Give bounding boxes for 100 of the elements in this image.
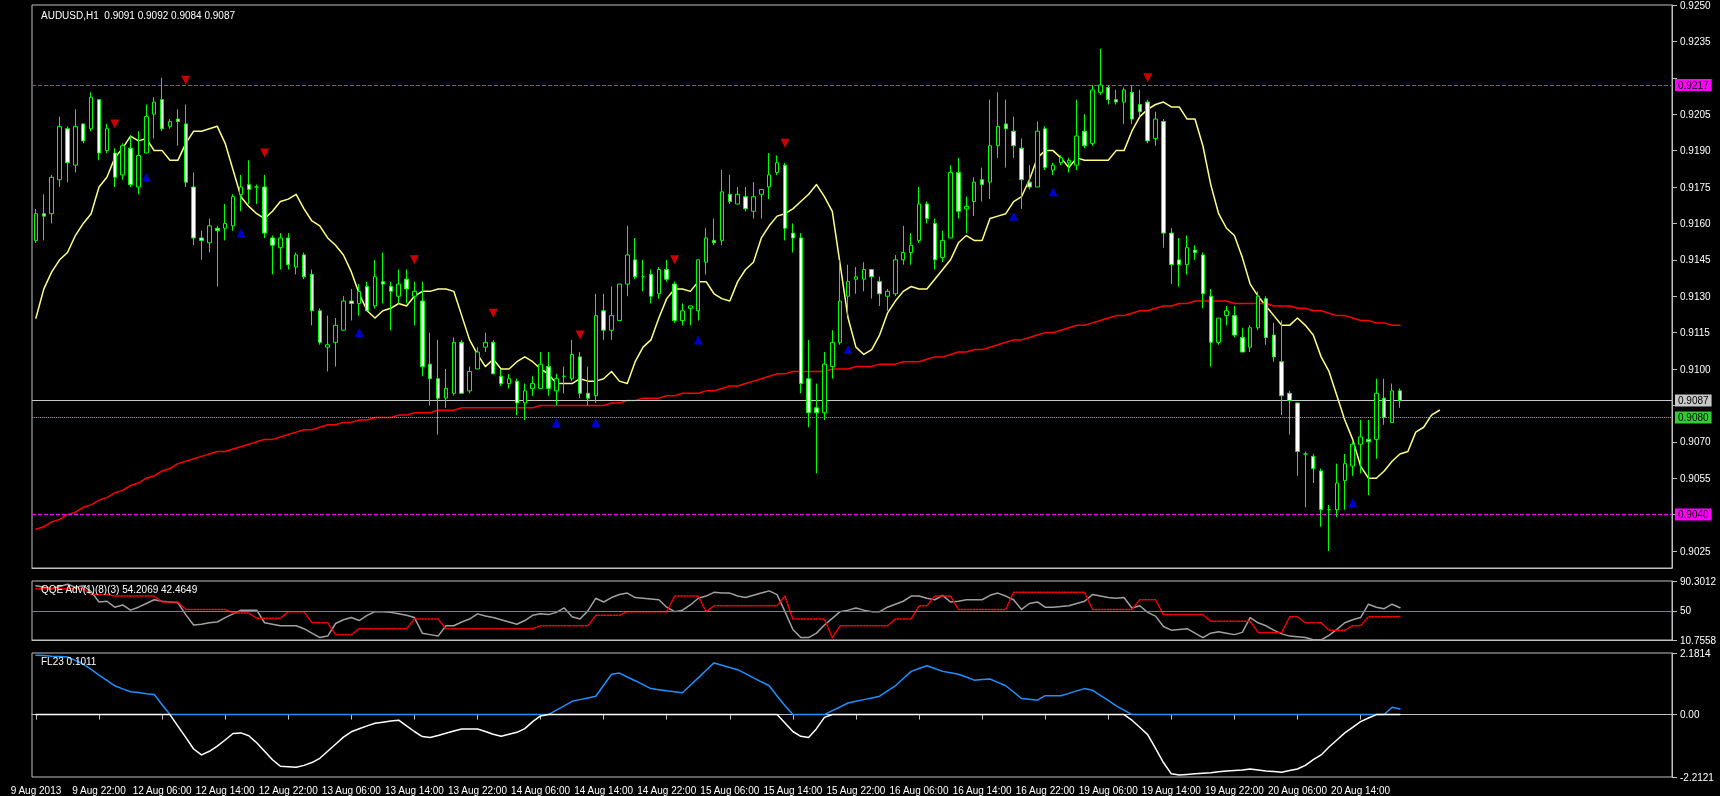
candlestick	[1311, 453, 1315, 484]
candlestick	[712, 218, 716, 246]
candlestick	[846, 264, 850, 317]
candlestick	[491, 339, 495, 375]
candlestick	[357, 283, 361, 317]
candlestick	[231, 193, 235, 232]
candlestick	[862, 261, 866, 292]
y-tick-label: 10.7558	[1680, 634, 1717, 646]
candlestick	[81, 123, 85, 144]
x-tick-label: 19 Aug 14:00	[1141, 784, 1202, 796]
candlestick	[1145, 99, 1150, 144]
x-tick-label: 15 Aug 06:00	[700, 784, 760, 796]
candlestick	[1343, 453, 1347, 511]
x-tick-label: 9 Aug 22:00	[72, 784, 127, 796]
candlestick	[49, 174, 54, 224]
candlestick	[223, 203, 227, 241]
candlestick	[877, 276, 882, 307]
candlestick	[743, 186, 748, 212]
candlestick	[988, 99, 992, 200]
candlestick	[1295, 402, 1300, 477]
y-tick-label: 0.9235	[1680, 35, 1712, 47]
candlestick	[168, 118, 172, 130]
candlestick	[688, 305, 693, 326]
candlestick	[1130, 84, 1134, 125]
candlestick	[964, 196, 969, 234]
candlestick	[893, 254, 898, 297]
y-tick-label: 0.9205	[1680, 108, 1712, 120]
candlestick	[176, 108, 180, 147]
candlestick	[1122, 87, 1126, 125]
candlestick	[373, 259, 377, 309]
candlestick	[680, 302, 685, 326]
candlestick	[120, 142, 125, 181]
candlestick	[404, 269, 409, 304]
x-tick-label: 12 Aug 22:00	[258, 784, 319, 796]
candlestick	[1074, 99, 1079, 171]
point	[843, 345, 853, 355]
x-tick-label: 9 Aug 2013	[10, 784, 62, 796]
ref-line-label: 0.9040	[1678, 509, 1710, 521]
candlestick	[901, 225, 905, 266]
candlestick	[215, 225, 220, 287]
y-tick-label: 0.9250	[1680, 0, 1712, 11]
candlestick	[1264, 295, 1268, 346]
y-tick-label: 0.9070	[1680, 436, 1712, 448]
point	[141, 172, 151, 182]
candlestick	[318, 307, 322, 346]
x-tick-label: 16 Aug 22:00	[1015, 784, 1076, 796]
point	[110, 119, 120, 129]
candlestick	[594, 293, 598, 404]
y-tick-label: 90.3012	[1680, 575, 1717, 587]
candlestick	[1098, 48, 1103, 96]
candlestick	[412, 281, 417, 326]
candlestick	[672, 281, 677, 324]
candlestick	[546, 351, 551, 397]
candlestick	[278, 232, 283, 271]
candlestick	[578, 351, 582, 399]
candlestick	[633, 237, 637, 280]
candlestick	[1169, 227, 1174, 285]
candlestick	[270, 235, 275, 275]
candlestick	[854, 266, 858, 295]
candlestick	[483, 332, 488, 353]
candlestick	[664, 259, 669, 283]
candlestick	[325, 315, 330, 372]
x-tick-label: 12 Aug 06:00	[132, 784, 192, 796]
candlestick	[152, 96, 156, 139]
candlestick	[1138, 89, 1142, 118]
candlestick	[1398, 387, 1402, 409]
x-tick-label: 14 Aug 22:00	[637, 784, 697, 796]
candlestick	[1350, 441, 1355, 477]
candlestick	[570, 339, 574, 382]
x-tick-label: 15 Aug 22:00	[826, 784, 886, 796]
candlestick	[1201, 252, 1205, 309]
candlestick	[1216, 317, 1221, 346]
candlestick	[507, 373, 511, 389]
point	[1143, 73, 1153, 83]
candlestick	[1232, 305, 1237, 338]
candlestick	[972, 176, 976, 217]
candlestick	[144, 104, 149, 154]
candlestick	[1319, 468, 1323, 528]
candlestick	[128, 135, 133, 188]
candlestick	[365, 281, 369, 312]
candlestick	[523, 383, 527, 421]
candlestick	[1106, 84, 1110, 105]
candlestick	[396, 269, 401, 304]
ref-line-label: 0.9087	[1678, 395, 1710, 407]
candlestick	[420, 281, 425, 377]
candlestick	[1090, 84, 1095, 147]
candlestick	[1209, 288, 1213, 368]
candlestick	[136, 130, 141, 195]
candlestick	[1004, 99, 1008, 169]
candlestick	[759, 188, 764, 220]
candlestick	[1177, 237, 1181, 287]
x-tick-label: 14 Aug 06:00	[511, 784, 571, 796]
candlestick	[1153, 111, 1158, 147]
candlestick	[1011, 116, 1016, 159]
candlestick	[601, 293, 606, 341]
candlestick	[1382, 378, 1386, 426]
candlestick	[113, 147, 117, 188]
y-tick-label: 0.9175	[1680, 181, 1712, 193]
candlestick	[728, 174, 732, 205]
candlestick	[239, 174, 243, 212]
